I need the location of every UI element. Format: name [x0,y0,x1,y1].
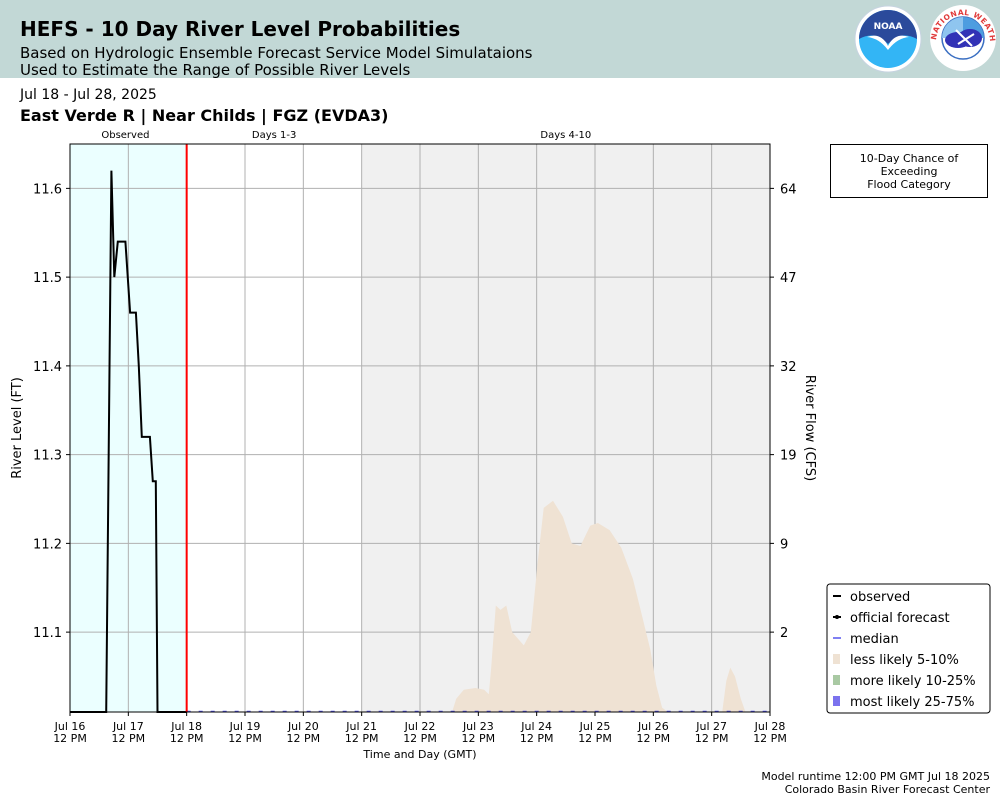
y-tick-label: 11.2 [33,537,62,552]
region-label: Days 4-10 [540,130,591,141]
x-tick-label: Jul 20 [287,720,319,733]
flood-box-line-1: 10-Day Chance of [859,152,959,165]
x-tick-label: 12 PM [170,732,204,745]
x-tick-label: 12 PM [403,732,437,745]
x-tick-label: 12 PM [637,732,671,745]
x-tick-label: Jul 22 [404,720,436,733]
x-tick-label: Jul 26 [637,720,669,733]
y2-axis-label: River Flow (CFS) [802,375,817,481]
x-tick-label: 12 PM [287,732,321,745]
page-subtitle-1: Based on Hydrologic Ensemble Forecast Se… [20,44,533,62]
y2-tick-label: 64 [780,182,797,197]
legend-label-median: median [850,632,899,647]
x-tick-label: 12 PM [345,732,379,745]
model-runtime: Model runtime 12:00 PM GMT Jul 18 2025 [761,770,990,783]
legend-label-observed: observed [850,590,910,605]
legend-box [826,583,991,714]
page-subtitle-2: Used to Estimate the Range of Possible R… [20,61,411,79]
nws-logo-icon[interactable]: NATIONAL WEATHER SERVICE [928,2,998,74]
y2-tick-label: 2 [780,626,788,641]
y2-tick-label: 9 [780,537,788,552]
x-tick-label: Jul 23 [462,720,494,733]
y2-tick-label: 32 [780,360,797,375]
x-tick-label: Jul 18 [170,720,202,733]
x-tick-label: Jul 17 [112,720,144,733]
noaa-logo-icon[interactable]: NOAA [853,4,923,74]
forecast-center: Colorado Basin River Forecast Center [784,783,990,796]
y-tick-label: 11.1 [33,626,62,641]
less-likely-band [452,500,746,712]
region-label: Days 1-3 [252,130,296,141]
legend-symbol-more [833,675,840,685]
station-title: East Verde R | Near Childs | FGZ (EVDA3) [20,106,389,125]
x-tick-label: 12 PM [462,732,496,745]
x-tick-label: Jul 19 [229,720,261,733]
x-tick-label: 12 PM [53,732,87,745]
y-tick-label: 11.6 [33,182,62,197]
observed-line [70,170,187,713]
x-tick-label: 12 PM [112,732,146,745]
region-label: Observed [101,130,149,141]
x-tick-label: Jul 16 [54,720,86,733]
x-tick-label: 12 PM [228,732,262,745]
x-tick-label: 12 PM [520,732,554,745]
page-title: HEFS - 10 Day River Level Probabilities [20,17,461,41]
y-tick-label: 11.3 [33,449,62,464]
legend-symbol-less [833,654,840,664]
legend-label-more: more likely 10-25% [850,674,976,689]
legend-symbol-official-dot [835,615,839,619]
x-tick-label: 12 PM [578,732,612,745]
flood-box-line-3: Flood Category [867,178,951,191]
x-tick-label: Jul 25 [579,720,611,733]
x-tick-label: Jul 28 [754,720,786,733]
y-tick-label: 11.4 [33,360,62,375]
header-banner [0,0,1000,78]
legend-label-official: official forecast [850,611,950,626]
legend-label-most: most likely 25-75% [850,695,974,710]
y-tick-label: 11.5 [33,271,62,286]
x-tick-label: Jul 21 [345,720,377,733]
y-axis-label: River Level (FT) [10,377,25,479]
x-tick-label: Jul 27 [695,720,727,733]
x-tick-label: 12 PM [695,732,729,745]
noaa-logo-text: NOAA [874,22,903,32]
x-axis-label: Time and Day (GMT) [362,748,476,761]
x-tick-label: 12 PM [753,732,787,745]
date-range: Jul 18 - Jul 28, 2025 [20,87,157,103]
legend-label-less: less likely 5-10% [850,653,959,668]
x-tick-label: Jul 24 [520,720,552,733]
y2-tick-label: 47 [780,271,797,286]
y2-tick-label: 19 [780,449,797,464]
flood-box-line-2: Exceeding [880,165,938,178]
legend-symbol-most [833,696,840,706]
flood-category-box: 10-Day Chance of Exceeding Flood Categor… [830,144,988,198]
